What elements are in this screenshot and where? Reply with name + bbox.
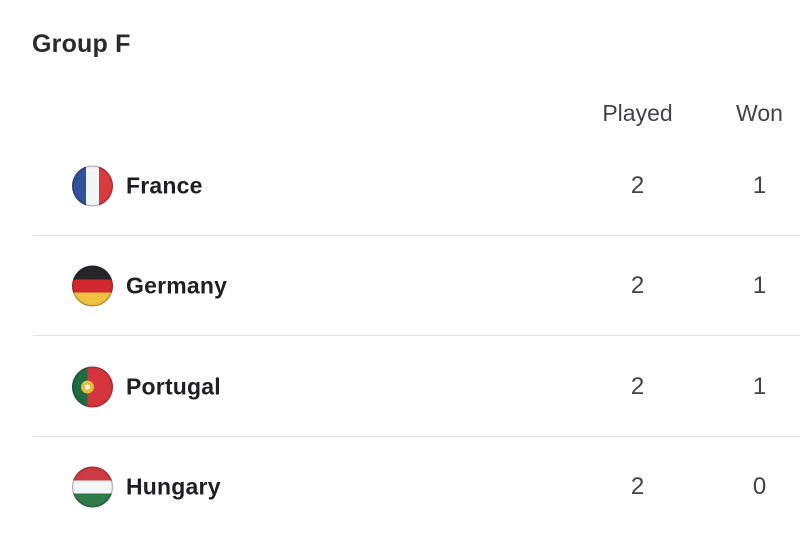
team-name: Hungary — [126, 473, 221, 500]
team-name: Portugal — [126, 373, 221, 399]
column-header-won: Won — [736, 100, 783, 126]
france-flag-icon — [72, 165, 113, 207]
won-value: 1 — [752, 172, 767, 199]
won-value: 0 — [752, 473, 767, 500]
group-title: Group F — [32, 30, 131, 58]
team-name: Germany — [126, 272, 228, 299]
played-value: 2 — [630, 473, 645, 500]
table-row-germany: Germany 2 1 — [0, 236, 800, 336]
portugal-flag-icon — [72, 366, 113, 407]
played-value: 2 — [630, 272, 645, 299]
played-value: 2 — [630, 372, 645, 400]
hungary-flag-icon — [72, 466, 113, 508]
team-name: France — [126, 172, 203, 199]
table-row-france: France 2 1 — [0, 136, 800, 236]
table-row-portugal: Portugal 2 1 — [0, 336, 800, 437]
played-value: 2 — [630, 172, 645, 199]
column-header-played: Played — [602, 100, 673, 126]
won-value: 1 — [752, 372, 767, 400]
germany-flag-icon — [72, 265, 113, 307]
table-row-hungary: Hungary 2 0 — [0, 437, 800, 537]
won-value: 1 — [752, 272, 767, 299]
